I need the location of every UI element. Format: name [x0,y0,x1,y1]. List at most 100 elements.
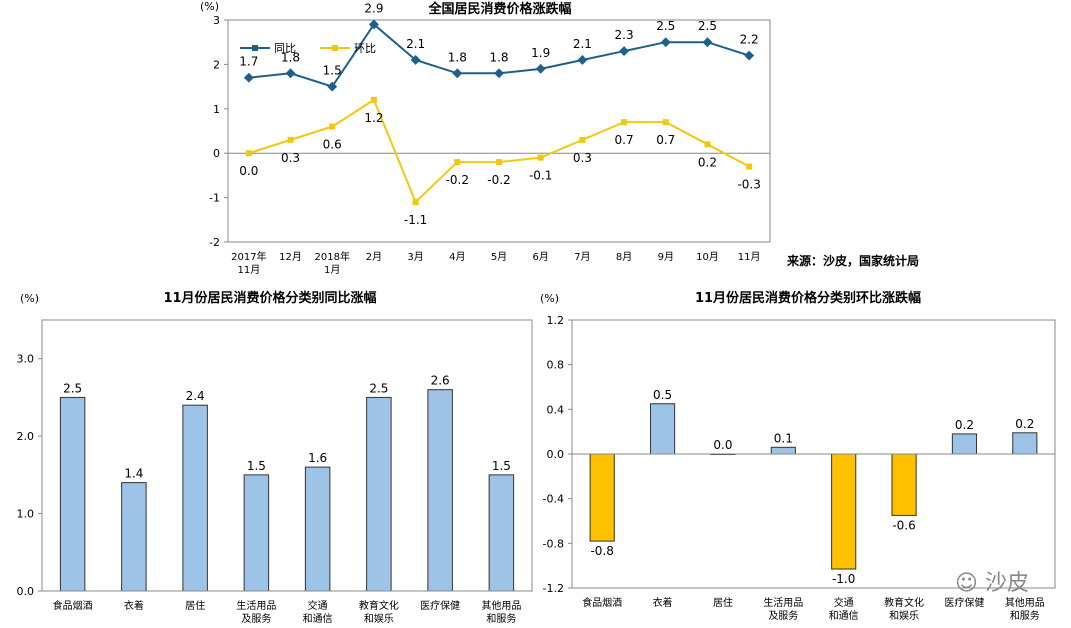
x-tick-label: 和通信 [829,610,859,622]
data-point [660,37,671,48]
data-point [412,199,419,206]
y-axis-unit: (%) [200,0,219,13]
data-point [535,63,546,74]
bar [770,446,796,455]
data-label: 2.6 [431,374,450,388]
x-tick-label: 11月 [738,251,761,263]
y-tick-label: 3 [213,14,220,27]
data-label: 1.9 [531,46,550,60]
data-point [619,46,630,57]
data-label: 2.1 [573,37,592,51]
chart-title: 11月份居民消费价格分类别环比涨跌幅 [695,290,921,306]
data-label: 0.2 [698,155,717,169]
x-tick-label: 9月 [658,251,674,263]
data-label: 0.5 [653,388,672,402]
data-label: 0.6 [323,138,342,152]
data-label: 2.5 [369,381,388,395]
x-tick-label: 生活用品 [763,596,803,609]
data-label: -0.2 [487,173,510,187]
data-label: -0.3 [737,178,760,192]
data-point [537,154,544,161]
y-tick-label: 0.0 [547,448,565,461]
x-tick-label: 居住 [185,599,205,612]
y-tick-label: 0.8 [547,359,565,372]
y-tick-label: 2 [213,58,220,71]
x-tick-label: 医疗保健 [420,599,460,612]
data-label: 2.9 [364,1,383,15]
data-label: 0.0 [239,164,258,178]
data-point [454,159,461,166]
bar [951,433,978,455]
data-point [287,136,294,143]
x-tick-label: 10月 [696,251,719,263]
y-tick-label: -2 [209,236,220,249]
bar [891,453,917,516]
x-tick-label: 1月 [324,264,340,276]
data-label: 0.3 [281,151,300,165]
chart-2: 11月份居民消费价格分类别同比涨幅 (%) 0.0 1.0 2.0 3.0 食品烟酒 衣着 居住… [17,290,533,625]
x-tick-label: 交通 [308,599,328,612]
x-tick-label: 衣着 [124,599,144,612]
watermark: ☺ 沙皮 [955,571,1029,596]
x-tick-label: 其他用品 [1005,596,1045,609]
data-point [621,119,628,126]
data-point [329,123,336,130]
legend-marker [252,45,258,51]
bar [243,474,270,592]
x-tick-label: 和服务 [486,612,516,625]
x-tick-label: 衣着 [653,596,673,609]
data-label: 0.2 [1015,417,1034,431]
data-label: -0.6 [892,518,915,532]
data-label: 1.5 [323,64,342,78]
data-point [370,96,377,103]
bar [1012,432,1038,455]
legend-label: 同比 [274,42,296,55]
y-tick-label: -1.2 [543,582,564,595]
x-tick-label: 和服务 [1010,609,1040,622]
x-tick-label: 2017年 [231,250,266,263]
data-label: 1.4 [124,467,143,481]
x-tick-label: 12月 [279,251,302,263]
data-label: 2.5 [698,19,717,33]
y-tick-label: 0 [213,147,220,160]
data-point [577,55,588,65]
data-label: 0.2 [955,418,974,432]
data-point [245,150,252,157]
data-label: 1.5 [247,459,266,473]
y-tick-label: 2.0 [17,430,35,443]
bar [59,396,86,592]
data-label: -1.1 [404,213,427,227]
data-point [494,68,504,79]
x-tick-label: 6月 [533,251,549,263]
bar [649,403,676,455]
data-label: 2.3 [615,28,634,42]
x-tick-label: 3月 [407,251,423,263]
data-label: 1.8 [448,50,467,64]
x-tick-label: 11月 [237,264,260,276]
bar [831,453,857,570]
x-tick-label: 和娱乐 [364,612,394,625]
data-point [702,37,713,48]
x-tick-label: 4月 [449,251,465,263]
data-label: 0.3 [573,151,592,165]
y-tick-label: 3.0 [17,353,35,366]
data-point [496,159,502,166]
data-label: 1.2 [364,111,383,125]
data-point [285,68,296,79]
bar [488,474,515,592]
bar [427,389,453,592]
bar [182,404,208,592]
chart-title: 全国居民消费价格涨跌幅 [427,1,571,17]
data-point [744,50,755,61]
y-tick-label: -0.8 [543,537,564,550]
data-label: 1.7 [239,55,258,69]
x-tick-label: 交通 [834,596,854,609]
x-tick-label: 生活用品 [236,599,276,612]
plot-frame [41,319,533,592]
plot-frame [227,19,771,243]
y-tick-label: 1 [213,103,220,116]
data-point [662,119,669,126]
x-tick-label: 医疗保健 [944,596,984,609]
data-label: 0.0 [713,438,732,452]
